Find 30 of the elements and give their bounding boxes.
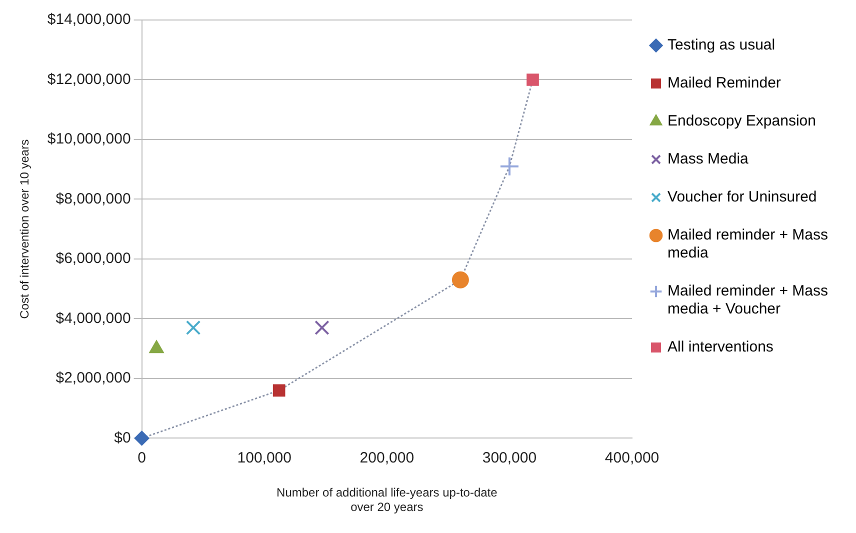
- legend-label: Testing as usual: [668, 36, 776, 54]
- y-tick-label: $12,000,000: [47, 70, 131, 88]
- legend-label: Mass Media: [668, 150, 750, 168]
- legend-label: Mailed reminder + Mass media + Voucher: [668, 282, 828, 318]
- legend-label: Voucher for Uninsured: [668, 188, 817, 206]
- legend-label: Mailed reminder + Mass media: [668, 226, 828, 262]
- y-tick-label: $6,000,000: [56, 250, 131, 268]
- x-tick-label: 0: [138, 449, 146, 466]
- x-tick-label: 200,000: [360, 449, 414, 466]
- y-tick-label: $10,000,000: [47, 130, 131, 148]
- y-axis-title: Cost of intervention over 10 years: [18, 139, 32, 319]
- y-tick-label: $4,000,000: [56, 310, 131, 327]
- y-tick-label: $0: [114, 429, 131, 446]
- legend-label: Endoscopy Expansion: [668, 112, 816, 130]
- point: [526, 74, 539, 86]
- legend-label: All interventions: [668, 338, 774, 356]
- point: [134, 430, 150, 446]
- x-tick-label: 400,000: [604, 449, 660, 466]
- y-tick-label: $8,000,000: [56, 190, 131, 208]
- x-tick-label: 100,000: [237, 449, 292, 466]
- point: [314, 320, 330, 336]
- point: [499, 156, 520, 176]
- y-tick-label: $2,000,000: [56, 370, 131, 387]
- x-axis-title: Number of additional life-years up-to-date over 20 years: [276, 486, 498, 514]
- x-tick-label: 300,000: [482, 449, 537, 466]
- point: [452, 271, 469, 288]
- y-tick-label: $14,000,000: [47, 11, 131, 28]
- legend-label: Mailed Reminder: [668, 74, 781, 92]
- point: [186, 320, 201, 336]
- point: [272, 384, 286, 397]
